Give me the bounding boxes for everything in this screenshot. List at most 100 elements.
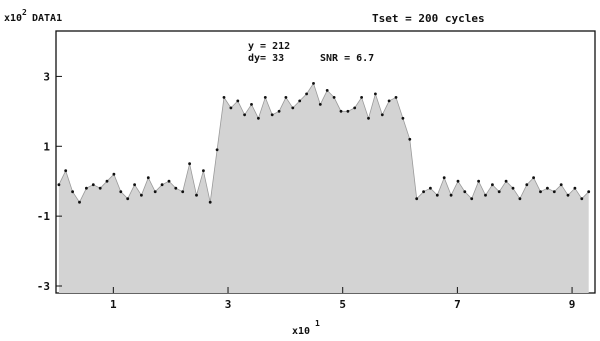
data-points (57, 82, 591, 204)
data-point (229, 106, 233, 110)
data-point (456, 179, 460, 183)
x-multiplier-label: x10 (292, 326, 310, 337)
data-point (339, 109, 343, 113)
data-point (64, 169, 68, 173)
data-point (318, 103, 322, 106)
data-point (442, 176, 446, 180)
y-tick-label: 3 (43, 70, 50, 83)
data-point (546, 186, 549, 190)
data-point (539, 190, 542, 194)
data-point (202, 169, 205, 173)
data-point (140, 193, 143, 197)
data-point (429, 186, 432, 190)
data-point (504, 179, 508, 183)
data-point (91, 183, 95, 187)
y-tick-label: 1 (43, 140, 50, 153)
data-point (497, 190, 501, 194)
data-point (518, 197, 522, 201)
data-point (360, 96, 363, 99)
data-point (119, 190, 123, 194)
data-point (250, 103, 253, 106)
data-point (174, 186, 178, 190)
readout-snr: SNR = 6.7 (320, 53, 374, 64)
data-point (511, 186, 515, 190)
data-point (477, 179, 480, 183)
data-point (312, 82, 315, 85)
data-point (374, 92, 377, 96)
data-point (387, 99, 391, 103)
data-point (346, 109, 350, 113)
data-point (298, 99, 302, 103)
data-point (112, 172, 116, 176)
data-point (284, 96, 288, 99)
data-point (181, 190, 185, 194)
data-point (188, 162, 192, 166)
data-point (552, 190, 556, 194)
data-point (208, 200, 212, 204)
x-tick-label: 3 (225, 298, 232, 311)
data-point (153, 190, 157, 194)
data-point (367, 116, 370, 120)
x-axis-ticks: 1 3 5 7 9 (110, 287, 575, 311)
data-point (160, 183, 164, 187)
data-point (291, 106, 295, 110)
header-right-label: Tset = 200 cycles (372, 12, 485, 25)
data-point (559, 183, 563, 187)
y-multiplier-exponent: 2 (22, 8, 27, 17)
x-tick-label: 7 (454, 298, 461, 311)
data-point (325, 89, 329, 92)
data-point (353, 106, 357, 110)
data-point (566, 193, 570, 197)
data-point (85, 186, 88, 190)
data-point (573, 186, 577, 190)
data-point (401, 116, 405, 120)
y-tick-label: -3 (37, 280, 50, 293)
y-multiplier-label: x10 (4, 13, 22, 24)
data-point (470, 197, 474, 201)
data-point (491, 183, 494, 187)
data-point (195, 193, 198, 197)
data-point (380, 113, 384, 117)
series-area-outline (58, 82, 589, 204)
data-point (236, 99, 240, 103)
data-point (270, 113, 274, 117)
data-point (408, 137, 412, 141)
data-point (305, 92, 308, 96)
data-point (484, 193, 487, 197)
readout-y: y = 212 (248, 41, 290, 52)
data-point (257, 116, 260, 120)
data-point (167, 179, 171, 183)
data-point (243, 113, 247, 117)
data-point (126, 197, 130, 201)
data-point (415, 197, 419, 201)
data-point (57, 183, 61, 187)
data-point (277, 109, 281, 113)
data-point (525, 183, 529, 187)
data-point (422, 190, 425, 194)
data-point (78, 200, 81, 204)
readout-dy: dy= 33 (248, 53, 284, 64)
data-point (587, 190, 591, 194)
x-tick-label: 5 (339, 298, 346, 311)
x-tick-label: 1 (110, 298, 117, 311)
data-point (532, 176, 535, 180)
data-point (435, 193, 439, 197)
series-label: DATA1 (32, 13, 62, 24)
data-point (580, 197, 584, 201)
data-point (449, 193, 453, 197)
data-point (332, 96, 336, 99)
y-axis-ticks: -3 -1 1 3 (37, 70, 62, 293)
data-point (263, 96, 267, 99)
data-point (146, 176, 150, 180)
y-tick-label: -1 (37, 210, 51, 223)
x-tick-label: 9 (569, 298, 576, 311)
data-point (71, 190, 74, 194)
data-point (215, 148, 219, 152)
series-area-fill (58, 83, 589, 294)
data-point (394, 96, 398, 99)
x-multiplier-exponent: 1 (315, 319, 320, 328)
data-point (222, 96, 226, 99)
data-point (133, 183, 137, 187)
data-point (98, 186, 102, 190)
